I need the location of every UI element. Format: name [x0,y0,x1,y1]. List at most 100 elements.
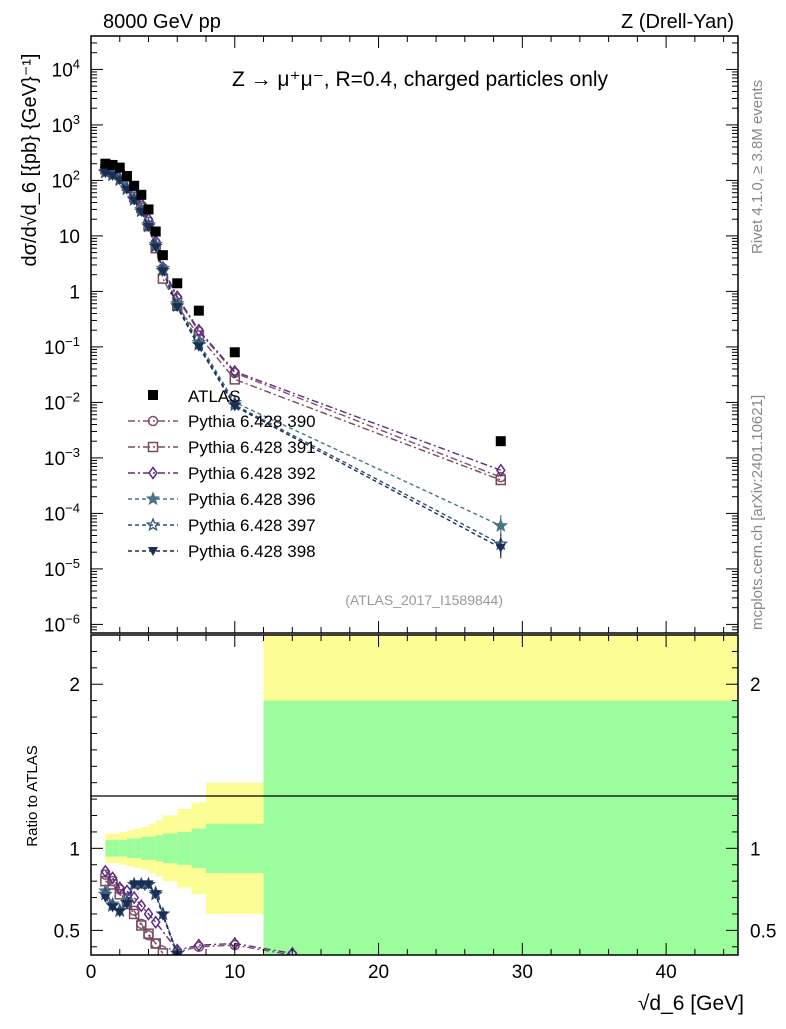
y-tick-label-main: 10 [59,227,80,248]
ratio-2-point [150,915,161,929]
ratio-2-point [287,946,298,955]
band-inner-bin [177,831,192,865]
atlas-data-point [157,250,168,261]
y-tick-label-main: 103 [52,112,80,137]
legend-marker-4 [145,517,161,532]
main-plot-frame [90,35,739,634]
atlas-data-point [172,278,183,289]
x-tick-label: 0 [86,962,97,983]
series-5-point [193,342,204,352]
ratio-1-point [128,908,140,920]
ratio-series [98,864,298,955]
y-tick-label-main: 10−5 [44,556,80,581]
y-tick-label-main: 10−3 [44,445,80,470]
atlas-data-point [121,171,132,182]
legend-marker-3 [145,491,161,506]
series-5-point [143,222,154,232]
ratio-1-point [114,889,126,900]
ratio-5-point [150,890,161,900]
atlas-data-point [150,226,161,237]
ratio-2-point [136,898,147,913]
legend-entry-3: Pythia 6.428 396 [128,490,316,509]
y-tick-label-ratio: 0.5 [54,921,80,942]
ratio-5-point [157,911,168,921]
analysis-tag: (ATLAS_2017_I1589844) [345,592,503,608]
header-left: 8000 GeV pp [103,11,221,33]
legend-label-0: Pythia 6.428 390 [188,412,316,431]
x-axis-label: √d_6 [GeV] [638,992,744,1015]
band-inner-bin [141,836,149,860]
legend: ATLAS Pythia 6.428 390 Pythia 6.428 391 Pyt… [128,387,316,561]
legend-entry-4: Pythia 6.428 397 [128,516,316,535]
legend-label-4: Pythia 6.428 397 [188,516,316,535]
mcplots-label: mcplots.cern.ch [arXiv:2401.10621] [749,395,766,630]
series-0-point [495,471,507,483]
y-tick-label-main: 10−4 [44,500,80,525]
main-series [98,158,509,559]
ratio-bands [105,635,738,955]
ratio-2-point [193,938,204,952]
legend-marker-0 [147,415,159,427]
atlas-data-point [114,162,125,173]
ratio-5-point [129,880,140,890]
legend-label-2: Pythia 6.428 392 [188,464,316,483]
ratio-1-point [143,928,154,939]
y-tick-label-main: 10−6 [44,611,80,636]
y-tick-label-main: 102 [52,167,80,192]
legend-entry-5: Pythia 6.428 398 [128,542,316,561]
ratio-2-point [100,864,111,879]
ratio-5-point [121,900,132,910]
legend-entry-atlas: ATLAS [148,387,241,406]
legend-entry-2: Pythia 6.428 392 [128,464,316,483]
series-5-point [107,172,118,182]
ratio-5-point [136,880,147,890]
series-line-4 [105,171,502,545]
atlas-data-point [193,305,204,316]
y-tick-label-ratio: 1 [69,839,80,860]
ratio-1-point [150,938,161,949]
band-inner-bin [191,828,207,869]
legend-marker-1 [147,441,159,453]
y-tick-label-ratio: 2 [69,675,80,696]
legend-label-3: Pythia 6.428 396 [188,490,316,509]
series-5-point [229,402,240,412]
ratio-5-point [143,880,154,890]
plot-title: Z → μ⁺μ⁻, R=0.4, charged particles only [232,68,609,91]
band-inner-bin [112,840,120,857]
ratio-plot-frame [90,634,739,956]
band-inner-bin [119,840,127,857]
series-1-point [229,374,241,385]
series-2-point [495,463,506,477]
atlas-data-point [229,347,240,358]
x-tick-label: 20 [368,962,389,983]
band-inner-bin [162,833,178,864]
header-right: Z (Drell-Yan) [621,11,734,33]
legend-marker-2 [148,466,158,480]
ratio-line-0 [104,874,293,955]
x-tick-label: 30 [512,962,533,983]
ratio-2-point [143,907,154,921]
band-inner-bin [126,838,135,859]
legend-label-5: Pythia 6.428 398 [188,542,316,561]
y-axis-label-main: dσ/d√d_6 [{pb} {GeV}⁻¹] [19,54,41,267]
atlas-data-point [495,436,506,447]
y-tick-label-main: 104 [52,56,80,81]
ratio-1-point [157,948,169,955]
band-inner-bin [105,840,113,857]
band-inner-bin [155,835,163,862]
y-tick-label-main: 1 [69,282,80,303]
legend-label-1: Pythia 6.428 391 [188,438,316,457]
legend-entry-0: Pythia 6.428 390 [128,412,316,431]
atlas-data-point [136,189,147,200]
series-5-point [157,267,168,277]
series-2-point [229,364,240,379]
legend-marker-atlas [148,390,158,400]
ratio-2-point [107,871,118,885]
y-tick-label-main: 10−1 [44,334,80,359]
atlas-data-point [129,180,140,191]
y-axis-label-ratio: Ratio to ATLAS [24,745,41,846]
y-tick-label-ratio-right: 0.5 [750,921,776,942]
ratio-5-point [100,893,111,903]
y-tick-label-ratio-right: 2 [750,675,761,696]
legend-label-atlas: ATLAS [188,387,241,406]
